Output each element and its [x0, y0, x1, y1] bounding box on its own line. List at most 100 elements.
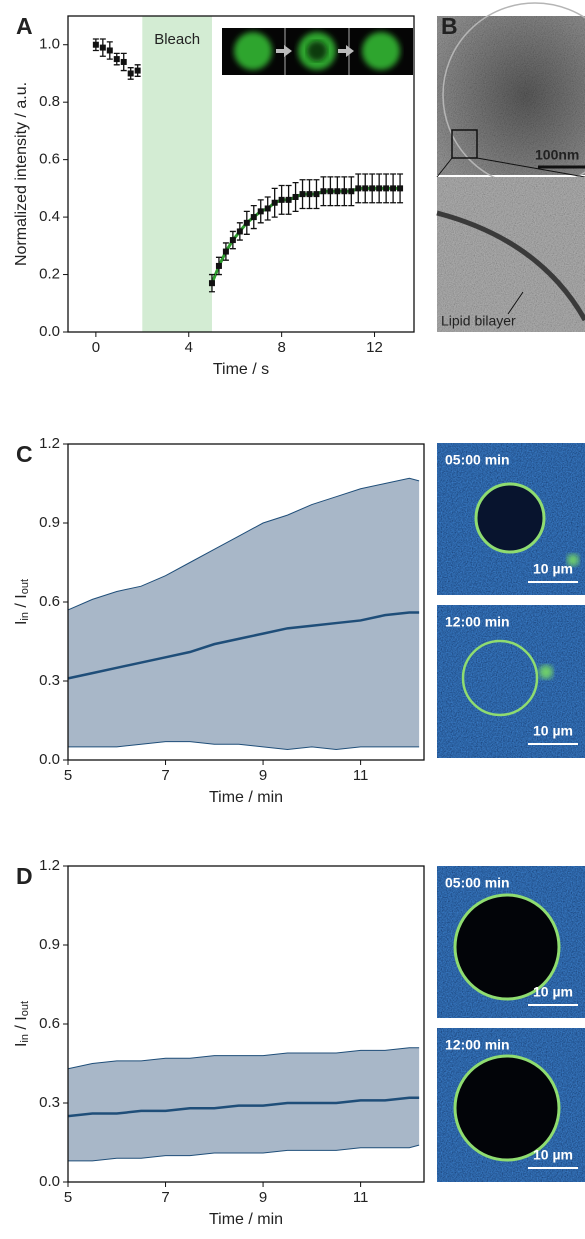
x-tick-label: 11: [353, 767, 369, 784]
y-tick-label: 1.2: [39, 857, 60, 874]
scale-label: 10 µm: [533, 723, 573, 739]
x-tick-label: 4: [185, 339, 193, 356]
chart: Bleach 0 4 8 12 0.0 0.2 0.4 0.6 0.8 1.0 Time / s Nor…: [13, 13, 415, 378]
band-edge: [67, 477, 420, 611]
panel-label: D: [16, 863, 33, 889]
point: [292, 193, 299, 200]
y-tick-label: 0.8: [39, 93, 60, 110]
y-axis-label-part: out: [19, 579, 31, 594]
image-time: 05:00 min: [445, 452, 510, 468]
x-tick-label: 9: [259, 1189, 267, 1206]
point: [313, 191, 320, 198]
chart: 5 7 9 11 0.0 0.3 0.6 0.9 1.2 Time / min Iin / Iout…: [13, 857, 425, 1228]
x-axis-label: Time / min: [209, 789, 283, 806]
fit-line: [210, 186, 401, 284]
point: [236, 228, 243, 235]
image-time: 12:00 min: [445, 614, 510, 630]
chart: 5 7 9 11 0.0 0.3 0.6 0.9 1.2 Time / min Iin / Iout…: [13, 435, 425, 806]
point: [257, 208, 264, 215]
point: [106, 47, 113, 54]
point: [362, 185, 369, 192]
point: [215, 262, 222, 269]
y-tick-label: 0.9: [39, 936, 60, 953]
scale-label: 100nm: [535, 147, 579, 163]
y-tick-label: 0.9: [39, 514, 60, 531]
point: [278, 196, 285, 203]
point: [299, 191, 306, 198]
y-tick-label: 0.4: [39, 208, 60, 225]
image-time: 12:00 min: [445, 1037, 510, 1053]
point: [397, 185, 404, 192]
y-tick-label: 0.6: [39, 151, 60, 168]
band-area: [68, 478, 420, 750]
y-axis-label-part: I: [13, 1043, 30, 1047]
y-axis-label: Iin / Iout: [13, 579, 31, 625]
x-tick-label: 5: [64, 1189, 72, 1206]
y-axis-label-part: / I: [13, 1016, 30, 1034]
point: [208, 280, 215, 287]
x-tick-label: 0: [92, 339, 100, 356]
panel-label: C: [16, 441, 33, 467]
point: [285, 196, 292, 203]
plot-frame: [67, 15, 415, 333]
point: [348, 188, 355, 195]
point: [334, 188, 341, 195]
y-tick-label: 0.6: [39, 593, 60, 610]
y-tick-label: 0.3: [39, 1094, 60, 1111]
panel-label: B: [441, 13, 458, 39]
fluorescence-images: 05:00 min 10 µm 12:00 min 10 µm 05:00 mi…: [437, 443, 585, 1182]
band-edge: [67, 1047, 420, 1070]
x-tick-label: 7: [161, 1189, 169, 1206]
point: [271, 199, 278, 206]
annotation: Bleach: [154, 31, 200, 48]
y-tick-label: 0.0: [39, 751, 60, 768]
annotation: Lipid bilayer: [441, 313, 516, 329]
y-axis-label: Iin / Iout: [13, 1001, 31, 1047]
y-axis-label-part: in: [19, 1034, 31, 1043]
y-tick-label: 0.2: [39, 266, 60, 283]
band-edge: [68, 1144, 420, 1162]
point: [222, 248, 229, 255]
y-tick-label: 0.6: [39, 1015, 60, 1032]
point: [383, 185, 390, 192]
inset-images: [222, 28, 413, 75]
y-tick-label: 0.0: [39, 323, 60, 340]
point: [92, 41, 99, 48]
point: [306, 191, 313, 198]
y-axis-label-part: in: [19, 612, 31, 621]
x-tick-label: 11: [353, 1189, 369, 1206]
point: [250, 214, 257, 221]
mean-line: [67, 1096, 420, 1118]
scale-label: 10 µm: [533, 1147, 573, 1163]
scale-label: 10 µm: [533, 561, 573, 577]
x-tick-label: 7: [161, 767, 169, 784]
point: [99, 44, 106, 51]
point: [341, 188, 348, 195]
point: [390, 185, 397, 192]
y-tick-label: 1.0: [39, 36, 60, 53]
point: [355, 185, 362, 192]
mean-line: [67, 611, 420, 680]
y-axis-label-part: Normalized intensity / a.u.: [13, 82, 30, 266]
y-axis-label: Normalized intensity / a.u.: [13, 82, 30, 266]
x-axis-label: Time / min: [209, 1211, 283, 1228]
scale-label: 10 µm: [533, 984, 573, 1000]
y-tick-label: 0.3: [39, 672, 60, 689]
point: [113, 56, 120, 63]
point: [369, 185, 376, 192]
x-tick-label: 8: [277, 339, 285, 356]
point: [229, 237, 236, 244]
x-tick-label: 9: [259, 767, 267, 784]
point: [320, 188, 327, 195]
point: [127, 70, 134, 77]
x-axis-label: Time / s: [213, 361, 269, 378]
y-tick-label: 0.0: [39, 1173, 60, 1190]
x-tick-label: 12: [366, 339, 383, 356]
image-time: 05:00 min: [445, 875, 510, 891]
point: [327, 188, 334, 195]
y-axis-label-part: out: [19, 1001, 31, 1016]
band-area: [68, 1047, 420, 1161]
em-images: B 100nm Lipid bilayer: [436, 2, 585, 332]
point: [120, 58, 127, 65]
